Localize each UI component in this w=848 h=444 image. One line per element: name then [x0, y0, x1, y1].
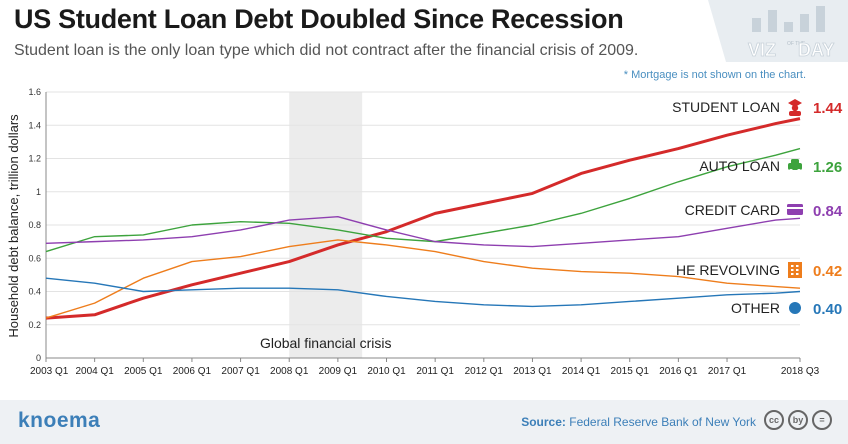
logo-text-of-the: OF THE	[787, 41, 806, 47]
series-name-label: CREDIT CARD	[685, 202, 780, 218]
graduate-icon	[788, 99, 802, 116]
series-end-value: 0.84	[813, 203, 843, 220]
x-tick-label: 2015 Q1	[611, 366, 650, 377]
series-line-student-loan	[45, 117, 801, 320]
y-tick-label: 1.6	[28, 87, 41, 97]
debt-line-chart: 0 0.2 0.4 0.6 0.8 1 1.2 1.4 1.6 2003 Q1 2004 Q1 200…	[6, 87, 843, 377]
license-icons: cc by =	[764, 410, 832, 430]
x-tick-label: 2013 Q1	[513, 366, 552, 377]
series-end-value: 1.26	[813, 159, 842, 176]
y-tick-label: 1.4	[28, 120, 41, 130]
x-tick-label: 2009 Q1	[319, 366, 358, 377]
page-subtitle: Student loan is the only loan type which…	[14, 42, 639, 59]
series-name-label: STUDENT LOAN	[672, 99, 780, 115]
series-line-auto-loan	[45, 147, 801, 253]
logo-text-day: DAY	[798, 40, 834, 60]
page-title: US Student Loan Debt Doubled Since Reces…	[14, 4, 624, 34]
cc-license-icon[interactable]: cc	[764, 410, 784, 430]
y-tick-label: 0.2	[28, 320, 41, 330]
x-tick-label: 2005 Q1	[124, 366, 163, 377]
source-label: Source:	[521, 415, 566, 429]
dot-icon	[789, 302, 801, 314]
x-tick-label: 2004 Q1	[75, 366, 114, 377]
x-tick-label: 2006 Q1	[173, 366, 212, 377]
x-tick-label: 2012 Q1	[465, 366, 504, 377]
source-value: Federal Reserve Bank of New York	[569, 415, 756, 429]
y-axis-label: Household debt balance, trillion dollars	[6, 114, 21, 338]
x-tick-label: 2010 Q1	[367, 366, 406, 377]
footer-bar	[0, 400, 848, 444]
y-tick-label: 1	[36, 187, 41, 197]
crisis-label: Global financial crisis	[260, 335, 392, 351]
logo-text-viz: VIZ	[748, 40, 776, 60]
y-tick-label: 0.8	[28, 220, 41, 230]
building-icon	[788, 262, 802, 278]
attribution-icon[interactable]: by	[788, 410, 808, 430]
credit-card-icon	[787, 204, 803, 215]
y-tick-label: 0.6	[28, 253, 41, 263]
viz-of-the-day-logo: VIZ OF THE DAY	[708, 0, 848, 62]
x-tick-label: 2011 Q1	[416, 366, 454, 377]
series-end-value: 0.42	[813, 263, 842, 280]
x-tick-label: 2007 Q1	[221, 366, 260, 377]
x-tick-label: 2014 Q1	[562, 366, 601, 377]
x-tick-label: 2017 Q1	[708, 366, 747, 377]
series-name-label: AUTO LOAN	[699, 158, 780, 174]
no-derivatives-icon[interactable]: =	[812, 410, 832, 430]
x-tick-label: 2018 Q3	[781, 366, 820, 377]
series-name-label: OTHER	[731, 300, 780, 316]
series-line-credit-card	[45, 215, 801, 248]
series-name-label: HE REVOLVING	[676, 262, 780, 278]
car-icon	[788, 159, 802, 173]
y-tick-label: 1.2	[28, 154, 41, 164]
series-line-he-revolving	[45, 239, 801, 319]
knoema-logo: knoema	[18, 409, 101, 432]
y-tick-label: 0	[36, 353, 41, 363]
y-tick-label: 0.4	[28, 287, 41, 297]
chart-note: * Mortgage is not shown on the chart.	[623, 69, 806, 81]
source-text: Source: Federal Reserve Bank of New York	[521, 415, 756, 429]
x-tick-label: 2016 Q1	[659, 366, 698, 377]
x-tick-label: 2003 Q1	[30, 366, 69, 377]
x-tick-label: 2008 Q1	[270, 366, 309, 377]
series-line-other	[45, 277, 801, 308]
series-end-value: 1.44	[813, 100, 843, 117]
series-end-value: 0.40	[813, 301, 842, 318]
